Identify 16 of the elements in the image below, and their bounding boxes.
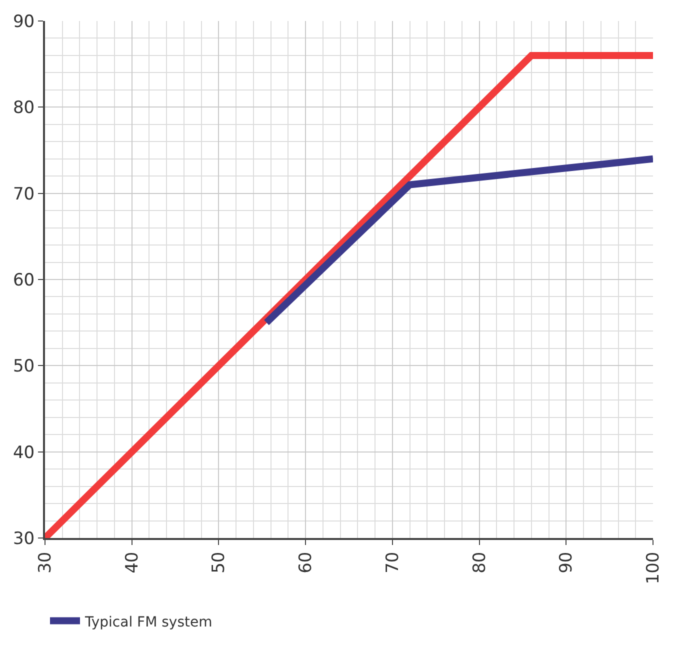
y-tick-label: 60: [12, 270, 35, 290]
x-tick-label: 90: [556, 552, 577, 574]
y-tick-label: 80: [12, 98, 35, 118]
y-tick-label: 30: [12, 528, 35, 549]
x-tick-label: 80: [470, 552, 490, 574]
x-tick-label: 60: [296, 552, 316, 574]
x-tick-label: 100: [644, 552, 664, 584]
x-tick-label: 50: [209, 552, 230, 574]
y-tick-label: 70: [12, 184, 35, 204]
y-tick-label: 50: [12, 356, 35, 377]
y-tick-label: 90: [12, 12, 35, 32]
x-tick-label: 40: [122, 552, 142, 574]
y-tick-label: 40: [12, 442, 35, 463]
x-tick-label: 70: [382, 552, 403, 574]
x-tick-label: 30: [36, 552, 56, 574]
legend-label: Typical FM system: [84, 614, 212, 630]
